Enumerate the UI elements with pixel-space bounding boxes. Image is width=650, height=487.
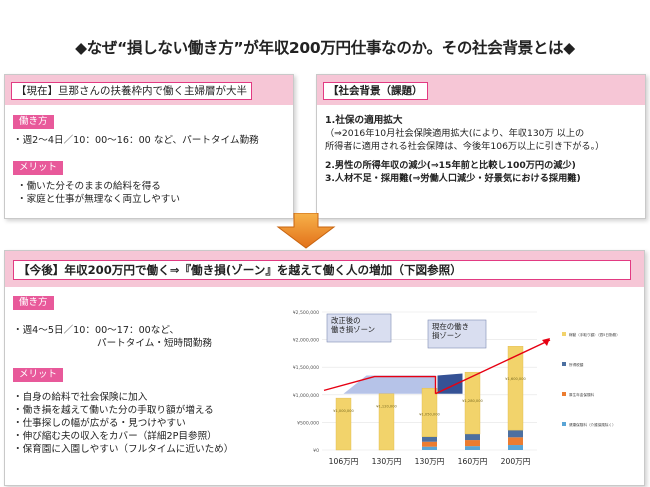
y-tick-label: ¥2,500,000 <box>293 310 319 316</box>
bar-segment <box>508 437 523 446</box>
bar-data-label: ¥1,600,000 <box>505 377 526 381</box>
future-merit-5: ・保育園に入園しやすい（フルタイムに近いため） <box>13 444 234 455</box>
future-merit-tag: メリット <box>13 368 64 382</box>
zone-current-callout-box <box>427 319 487 349</box>
arrow-head-icon <box>542 338 550 346</box>
x-tick-label: 130万円 <box>415 457 445 466</box>
future-panel: 【今後】年収200万円で働く⇒『働き損(ゾーン』を越えて働く人の増加（下図参照）… <box>4 250 645 486</box>
future-work-style-tag: 働き方 <box>13 296 54 310</box>
bar-segment <box>465 433 480 441</box>
x-tick-label: 160万円 <box>458 457 488 466</box>
background-item-1-title: 1.社保の適用拡大 <box>325 115 403 126</box>
background-item-1-line-2: 所得者に適用される社会保障は、今後年106万以上に引き下がる。） <box>325 141 605 152</box>
future-merit-2: ・働き損を越えて働いた分の手取り額が増える <box>13 405 214 416</box>
work-style-tag: 働き方 <box>13 115 54 129</box>
trend-arrow-line <box>435 339 551 395</box>
future-work-style-2: パートタイム・短時間勤務 <box>97 338 212 349</box>
bar-segment <box>464 371 481 435</box>
bar-segment <box>335 397 352 451</box>
legend-swatch <box>562 332 566 336</box>
zone-current-callout-text: 損ゾーン <box>432 331 461 340</box>
x-tick-label: 106万円 <box>329 457 359 466</box>
y-tick-label: ¥1,500,000 <box>293 365 319 371</box>
legend-swatch <box>562 392 566 396</box>
zone-outline <box>323 375 437 394</box>
bar-data-label: ¥1,000,000 <box>333 409 354 413</box>
zone-after-shading <box>343 375 436 394</box>
legend-swatch <box>562 422 566 426</box>
current-work-style: ・週2～4日／10：00～16：00 など、パートタイム勤務 <box>13 135 259 146</box>
bar-segment <box>465 440 480 447</box>
background-item-2: 2.男性の所得年収の減少(⇒15年前と比較し100万円の減少) <box>325 160 576 171</box>
legend-label: 健康保険料（介護保険除く） <box>569 422 616 427</box>
future-merit-1: ・自身の給料で社会保険に加入 <box>13 392 148 403</box>
zone-after-callout-text: 改正後の <box>331 316 361 325</box>
current-merit-2: ・家庭と仕事が無理なく両立しやすい <box>17 194 180 205</box>
down-arrow-icon <box>276 213 336 249</box>
bar-data-label: ¥1,280,000 <box>462 399 483 403</box>
income-chart: ¥2,500,000 ¥2,000,000 ¥1,500,000 ¥1,000,000… <box>293 310 620 466</box>
bar-segment <box>378 393 395 451</box>
future-merit-4: ・伸び縮む夫の収入をカバー（詳細2P目参照） <box>13 431 217 442</box>
y-tick-label: ¥500,000 <box>297 420 319 426</box>
x-tick-label: 200万円 <box>501 457 531 466</box>
zone-after-callout-text: 働き損ゾーン <box>331 325 375 334</box>
current-header: 【現在】旦那さんの扶養枠内で働く主婦層が大半 <box>11 82 252 100</box>
bar-segment <box>422 446 437 450</box>
bar-segment <box>421 387 438 437</box>
y-tick-label: ¥1,000,000 <box>293 393 319 399</box>
background-item-3: 3.人材不足・採用難(⇒労働人口減少・好景気における採用難) <box>325 173 581 184</box>
future-work-style-1: ・週4～5日／10：00～17：00など、 <box>13 325 180 336</box>
zone-after-callout-box <box>326 313 392 343</box>
bar-data-label: ¥1,050,000 <box>419 412 440 416</box>
bar-segment <box>507 346 524 431</box>
background-item-1-line-1: （⇒2016年10月社会保険適用拡大(により、年収130万 以上の <box>325 128 585 139</box>
bar-segment <box>422 441 437 447</box>
legend-label: 稼動（手取り額）（週5日勤務） <box>569 332 620 337</box>
y-tick-label: ¥2,000,000 <box>293 338 319 344</box>
page-title: ◆なぜ“損しない働き方”が年収200万円仕事なのか。その社会背景とは◆ <box>75 39 575 57</box>
legend-swatch <box>562 362 566 366</box>
future-header: 【今後】年収200万円で働く⇒『働き損(ゾーン』を越えて働く人の増加（下図参照） <box>13 260 631 280</box>
bar-segment <box>465 446 480 450</box>
current-merit-1: ・働いた分そのままの給料を得る <box>17 181 161 192</box>
zone-current-callout-text: 現在の働き <box>432 322 469 331</box>
background-panel: 【社会背景（課題） 1.社保の適用拡大 （⇒2016年10月社会保険適用拡大(に… <box>316 74 646 219</box>
bar-segment <box>508 445 523 450</box>
bar-segment <box>422 436 437 442</box>
merit-tag: メリット <box>13 161 64 175</box>
legend-label: 所得税額 <box>569 362 584 367</box>
current-panel: 【現在】旦那さんの扶養枠内で働く主婦層が大半 働き方 ・週2～4日／10：00～… <box>4 74 294 219</box>
background-header: 【社会背景（課題） <box>323 82 428 100</box>
legend-label: 厚生年金保険料 <box>569 392 595 397</box>
bar-data-label: ¥1,120,000 <box>376 405 397 409</box>
y-tick-label: ¥0 <box>313 448 319 454</box>
zone-current-shading <box>437 373 463 394</box>
x-tick-label: 130万円 <box>372 457 402 466</box>
bar-segment <box>508 430 523 438</box>
future-merit-3: ・仕事探しの幅が広がる・見つけやすい <box>13 418 186 429</box>
